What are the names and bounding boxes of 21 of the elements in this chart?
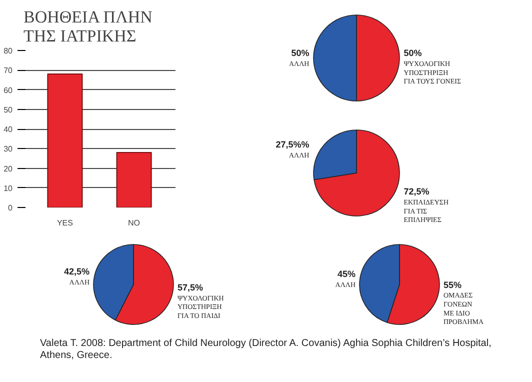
- data-label: 57,5%: [177, 282, 204, 292]
- y-tick-label: 30: [4, 144, 14, 154]
- data-label: 50%: [291, 48, 310, 58]
- text: Valeta T. 2008: Department of Child Neurology (Director A. Covanis) Aghia Sophia Children’s Hospital, Athens, Greece.: [40, 338, 492, 362]
- data-label: 42,5%: [64, 266, 90, 277]
- y-tick-label: 70: [4, 66, 14, 76]
- y-tick-label: 10: [4, 184, 14, 193]
- chart-title: ΒΟΗΘΕΙΑ ΠΛΗΝ ΤΗΣ ΙΑΤΡΙΚΗΣ: [24, 8, 152, 46]
- x-tick-label: NO: [128, 218, 140, 228]
- data-label: 27,5%%: [276, 139, 310, 150]
- y-tick-label: 20: [4, 164, 14, 174]
- y-tick-label: 0: [8, 204, 14, 212]
- y-tick-label: 50: [4, 105, 14, 114]
- y-tick-label: 60: [4, 86, 14, 95]
- y-tick-label: 40: [4, 125, 14, 134]
- data-label: 45%: [338, 269, 356, 280]
- data-label: 50%: [404, 48, 422, 58]
- data-label: 55%: [443, 280, 462, 290]
- x-tick-label: YES: [56, 218, 73, 228]
- data-label: 72,5%: [404, 186, 430, 197]
- y-tick-label: 80: [4, 46, 14, 56]
